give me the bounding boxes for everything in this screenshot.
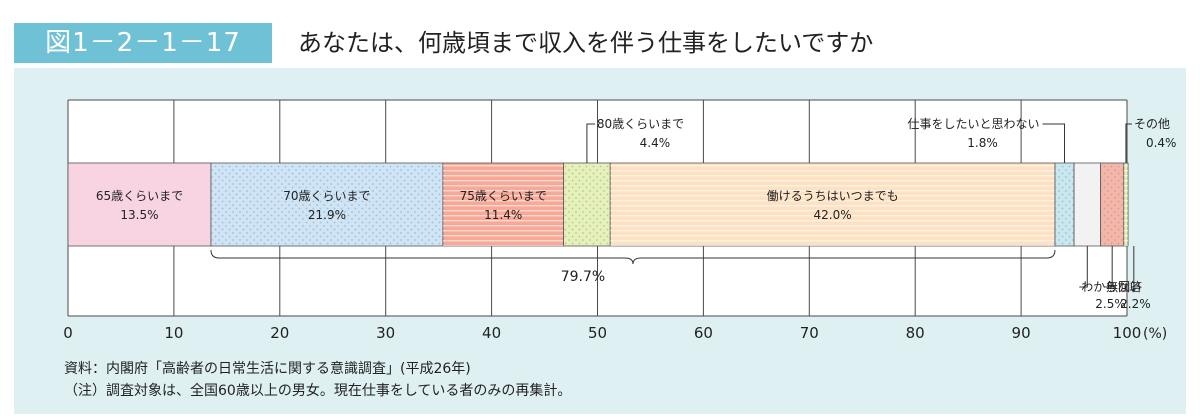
- segment-3-name-label: 75歳くらいまで: [460, 189, 547, 203]
- segment-5-value-label: 42.0%: [814, 208, 852, 222]
- segment-7: [1073, 162, 1101, 247]
- segment-4-dots-texture: [563, 163, 611, 246]
- segment-1-value-label: 13.5%: [120, 208, 158, 222]
- segment-5-name-label: 働けるうちはいつまでも: [767, 189, 899, 203]
- segment-6-leader-line: [1042, 123, 1066, 163]
- segment-4-name-label: 80歳くらいまで: [597, 117, 684, 131]
- segment-1: [67, 162, 212, 247]
- x-tick-label-30: 30: [376, 324, 395, 342]
- segment-6-dots-texture: [1054, 163, 1075, 246]
- segment-4-value-label: 4.4%: [640, 136, 671, 150]
- x-tick-label-100: 100: [1113, 324, 1142, 342]
- segment-3-stripe-texture: [442, 163, 564, 246]
- segment-5-stripe-texture: [610, 163, 1055, 246]
- segment-9-stripe-texture: [1123, 163, 1129, 246]
- footnote: （注）調査対象は、全国60歳以上の男女。現在仕事をしている者のみの再集計。: [64, 383, 572, 399]
- x-tick-label-10: 10: [164, 324, 183, 342]
- x-tick-label-60: 60: [694, 324, 713, 342]
- annotations: 65歳くらいまで 13.5% 70歳くらいまで 21.9% 75歳くらいまで 11.4% 働…: [96, 117, 1177, 311]
- source-note: 資料：内閣府「高齢者の日常生活に関する意識調査」(平成26年): [64, 361, 471, 377]
- segment-7-value-label: 2.5%: [1095, 297, 1126, 311]
- chart-title: あなたは、何歳頃まで収入を伴う仕事をしたいですか: [298, 29, 874, 57]
- x-tick-label-20: 20: [270, 324, 289, 342]
- segment-4-leader-line: [586, 123, 595, 163]
- bar-segments: [67, 162, 1129, 247]
- segment-9-value-label: 0.4%: [1146, 136, 1177, 150]
- segment-9-leader-line: [1125, 123, 1132, 163]
- header: 図1－2－1－17 あなたは、何歳頃まで収入を伴う仕事をしたいですか: [0, 0, 1200, 70]
- segment-3-value-label: 11.4%: [484, 208, 522, 222]
- x-axis-unit-label: (%): [1143, 326, 1167, 342]
- x-tick-label-40: 40: [482, 324, 501, 342]
- figure-number-badge: 図1－2－1－17: [14, 23, 272, 63]
- segment-7-leader-line: [1079, 246, 1088, 288]
- segment-2-value-label: 21.9%: [308, 208, 346, 222]
- x-tick-label-0: 0: [63, 324, 73, 342]
- segment-8-name-label: 無回答: [1106, 279, 1142, 294]
- segment-1-name-label: 65歳くらいまで: [96, 189, 183, 203]
- group-brace-label: 79.7%: [561, 269, 605, 285]
- segment-8-dots-texture: [1100, 163, 1124, 246]
- group-brace: [210, 249, 1056, 265]
- segment-8-leader-line: [1104, 246, 1135, 291]
- segment-9-name-label: その他: [1134, 117, 1170, 131]
- segment-2-name-label: 70歳くらいまで: [283, 189, 370, 203]
- x-axis: 0 10 20 30 40 50 60 70 80 90 100 (%): [63, 324, 1167, 342]
- x-tick-label-50: 50: [588, 324, 607, 342]
- segment-2-dots-texture: [210, 163, 443, 246]
- x-tick-label-70: 70: [800, 324, 819, 342]
- segment-8-value-label: 2.2%: [1120, 297, 1151, 311]
- segment-6-value-label: 1.8%: [967, 136, 998, 150]
- x-tick-label-90: 90: [1012, 324, 1031, 342]
- x-tick-label-80: 80: [906, 324, 925, 342]
- segment-6-name-label: 仕事をしたいと思わない: [908, 117, 1040, 131]
